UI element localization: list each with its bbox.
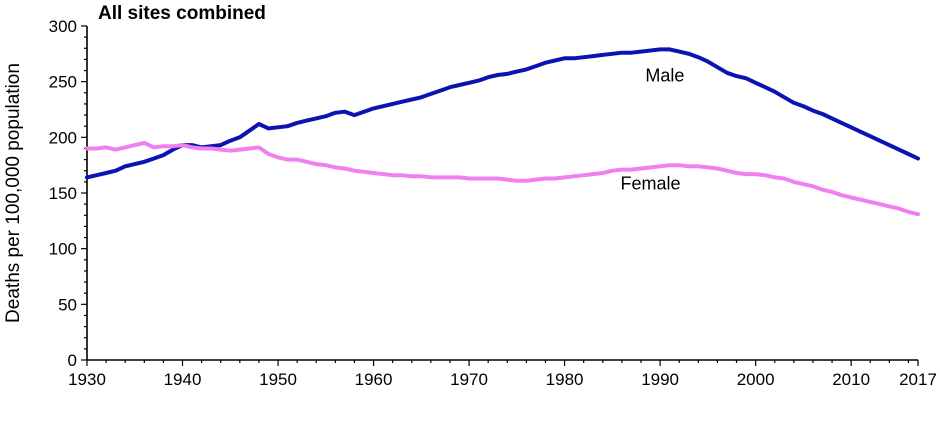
series-line-male [85,47,920,180]
series-labels: Male Female [621,66,685,194]
series-label-male: Male [645,66,684,86]
y-tick-label: 150 [49,184,77,203]
y-tick-label: 0 [68,351,77,370]
x-tick-label: 1950 [259,370,297,389]
x-tick-label: 1940 [164,370,202,389]
x-axis-ticks: 1930 1940 1950 1960 1970 1980 1990 2000 2010 2017 [68,360,937,389]
y-tick-label: 200 [49,128,77,147]
x-tick-label: 1960 [355,370,393,389]
y-tick-label: 100 [49,240,77,259]
x-tick-label: 2017 [899,370,937,389]
x-tick-label: 1930 [68,370,106,389]
x-tick-label: 2010 [832,370,870,389]
y-axis-title: Deaths per 100,000 population [3,63,24,323]
x-tick-label: 2000 [737,370,775,389]
series-lines [85,47,920,217]
series-label-female: Female [621,174,681,194]
y-tick-label: 250 [49,73,77,92]
chart-title: All sites combined [98,3,266,24]
x-tick-label: 1990 [641,370,679,389]
y-tick-label: 300 [49,17,77,36]
y-tick-label: 50 [58,295,77,314]
series-line-female [85,140,920,217]
y-axis-ticks: 0 50 100 150 200 250 300 [49,17,87,370]
x-tick-label: 1980 [546,370,584,389]
x-tick-label: 1970 [450,370,488,389]
